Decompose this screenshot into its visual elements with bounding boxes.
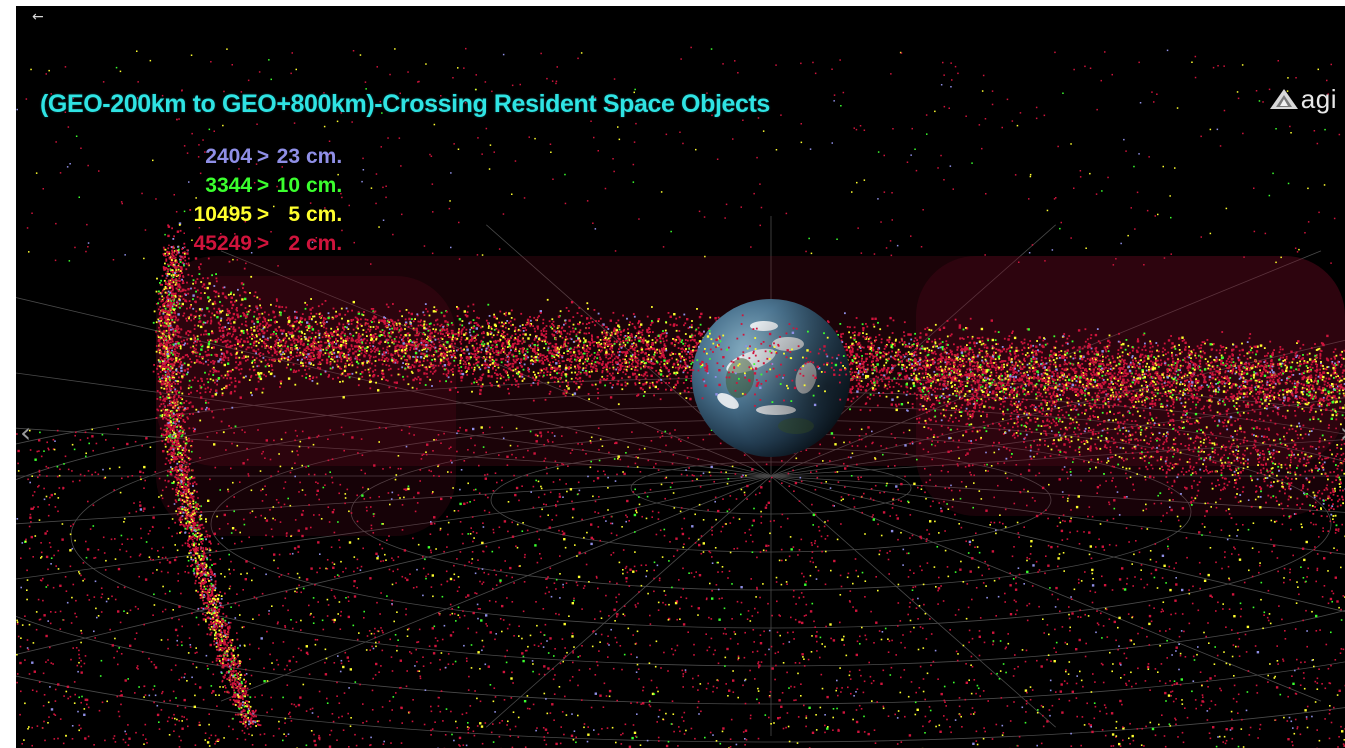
legend-count: 3344 [166, 171, 252, 200]
legend-size: 2 [274, 229, 300, 258]
agi-logo-icon [1269, 88, 1299, 110]
legend-separator: > [252, 200, 274, 229]
legend-separator: > [252, 142, 274, 171]
agi-logo: agi [1269, 86, 1337, 112]
legend-unit: cm. [300, 142, 342, 171]
legend-row: 3344 >10 cm. [166, 171, 366, 200]
visualization-viewer[interactable]: ← (GEO-200km to GEO+800km)-Crossing Resi… [16, 6, 1345, 748]
legend-row: 45249 >2 cm. [166, 229, 366, 258]
legend-count: 10495 [166, 200, 252, 229]
legend-row: 2404 >23 cm. [166, 142, 366, 171]
legend-count: 45249 [166, 229, 252, 258]
legend-row: 10495 >5 cm. [166, 200, 366, 229]
grid-spoke [486, 476, 771, 727]
size-legend: 2404 >23 cm. 3344 >10 cm. 10495 >5 cm. 45249 >2 cm. [166, 142, 366, 258]
legend-size: 5 [274, 200, 300, 229]
legend-count: 2404 [166, 142, 252, 171]
earth-globe [692, 299, 850, 457]
visualization-title: (GEO-200km to GEO+800km)-Crossing Reside… [40, 90, 770, 119]
legend-unit: cm. [300, 229, 342, 258]
legend-size: 23 [274, 142, 300, 171]
chevron-right-icon[interactable]: › [1340, 416, 1345, 450]
back-arrow-icon[interactable]: ← [32, 8, 44, 26]
logo-text: agi [1301, 86, 1337, 112]
legend-separator: > [252, 229, 274, 258]
legend-unit: cm. [300, 171, 342, 200]
legend-unit: cm. [300, 200, 342, 229]
legend-separator: > [252, 171, 274, 200]
chevron-left-icon[interactable]: ‹ [20, 416, 31, 450]
legend-size: 10 [274, 171, 300, 200]
